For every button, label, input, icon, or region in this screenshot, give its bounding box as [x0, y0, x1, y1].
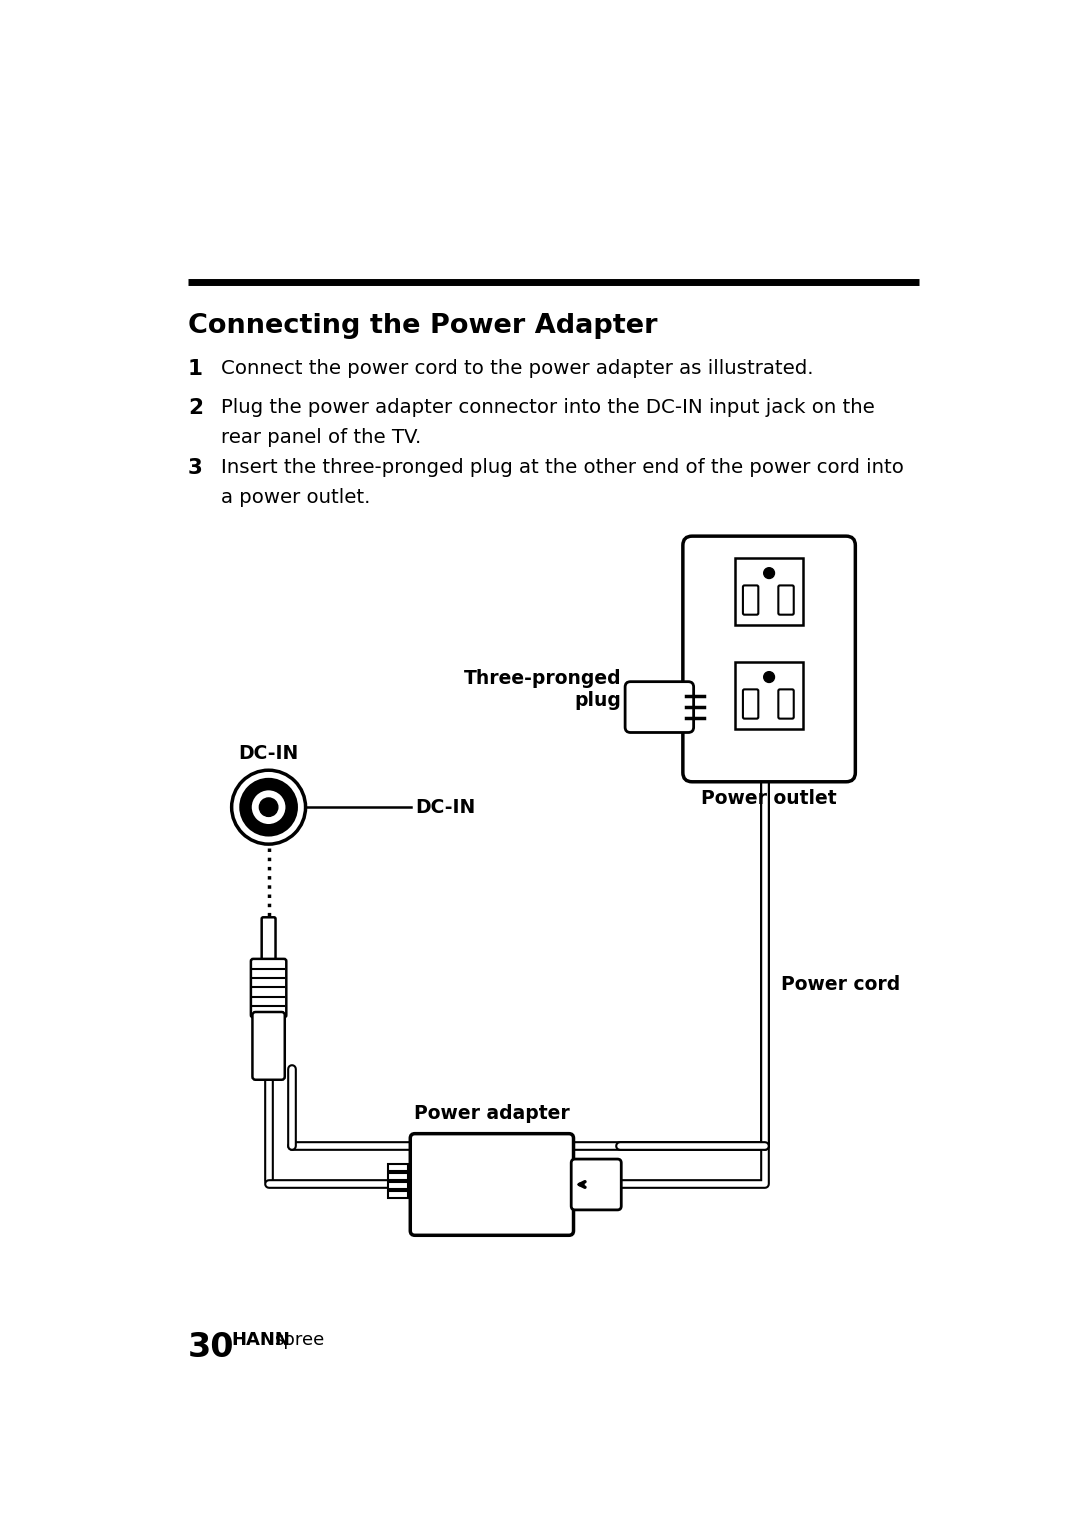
- FancyBboxPatch shape: [251, 959, 286, 1017]
- Bar: [735, 558, 804, 625]
- FancyBboxPatch shape: [253, 1012, 285, 1079]
- FancyBboxPatch shape: [261, 917, 275, 963]
- Bar: [389, 1182, 407, 1190]
- Text: Connecting the Power Adapter: Connecting the Power Adapter: [188, 313, 658, 339]
- Text: Power cord: Power cord: [781, 976, 900, 994]
- Circle shape: [764, 567, 774, 578]
- Text: Three-pronged
plug: Three-pronged plug: [463, 668, 621, 709]
- Text: DC-IN: DC-IN: [415, 798, 475, 816]
- Text: 30: 30: [188, 1330, 234, 1364]
- Text: spree: spree: [274, 1330, 324, 1349]
- Text: HANN: HANN: [231, 1330, 291, 1349]
- Text: 1: 1: [188, 359, 203, 379]
- FancyBboxPatch shape: [571, 1159, 621, 1209]
- Circle shape: [764, 671, 774, 682]
- Text: 3: 3: [188, 457, 203, 477]
- FancyBboxPatch shape: [683, 537, 855, 781]
- Text: Plug the power adapter connector into the DC-IN input jack on the
rear panel of : Plug the power adapter connector into th…: [220, 398, 875, 446]
- Bar: [735, 662, 804, 729]
- Text: DC-IN: DC-IN: [239, 743, 299, 763]
- Text: 2: 2: [188, 398, 203, 417]
- FancyBboxPatch shape: [779, 586, 794, 615]
- Text: Insert the three-pronged plug at the other end of the power cord into
a power ou: Insert the three-pronged plug at the oth…: [220, 457, 904, 506]
- FancyBboxPatch shape: [743, 586, 758, 615]
- Bar: [389, 1191, 407, 1199]
- FancyBboxPatch shape: [779, 690, 794, 719]
- Text: Connect the power cord to the power adapter as illustrated.: Connect the power cord to the power adap…: [220, 359, 813, 378]
- FancyBboxPatch shape: [410, 1133, 573, 1235]
- FancyBboxPatch shape: [625, 682, 693, 732]
- Bar: [389, 1173, 407, 1180]
- Circle shape: [259, 798, 278, 816]
- Bar: [389, 1164, 407, 1171]
- FancyBboxPatch shape: [743, 690, 758, 719]
- Text: Power adapter: Power adapter: [414, 1104, 570, 1122]
- Text: Power outlet: Power outlet: [701, 789, 837, 809]
